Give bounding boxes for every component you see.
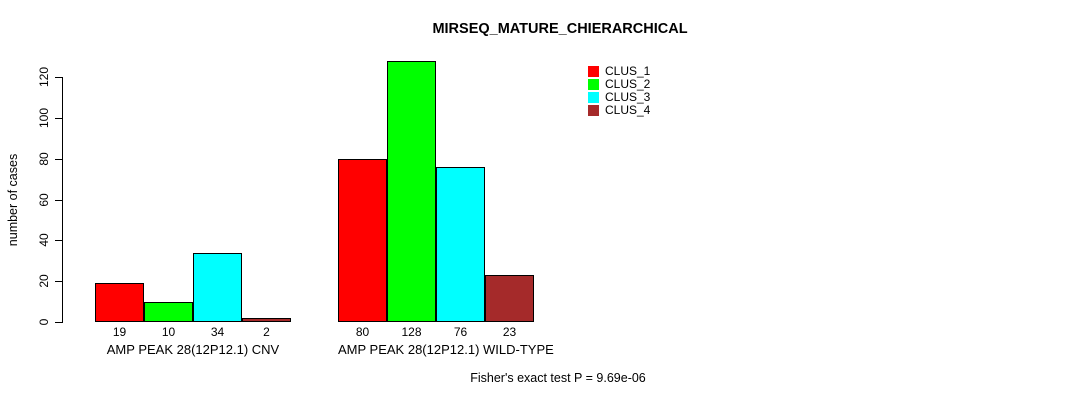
legend-swatch-icon	[588, 79, 599, 90]
group-label: AMP PEAK 28(12P12.1) CNV	[106, 342, 280, 357]
bar-value-label: 10	[161, 325, 176, 339]
y-axis-tick-label: 120	[37, 66, 51, 88]
legend-item-clus_3: CLUS_3	[588, 91, 650, 104]
legend-item-clus_1: CLUS_1	[588, 65, 650, 78]
legend-label: CLUS_2	[605, 77, 651, 91]
legend-swatch-icon	[588, 92, 599, 103]
y-axis-tick-label: 80	[37, 152, 51, 166]
bar-value-label: 34	[210, 325, 225, 339]
fisher-test-annotation: Fisher's exact test P = 9.69e-06	[470, 371, 646, 385]
y-axis-tick-label: 0	[37, 318, 51, 326]
bar-clus_1-group2	[338, 159, 387, 322]
legend-label: CLUS_3	[605, 90, 651, 104]
legend-item-clus_4: CLUS_4	[588, 104, 650, 117]
bar-value-label: 80	[355, 325, 370, 339]
bar-clus_2-group1	[144, 302, 193, 322]
bar-value-label: 19	[112, 325, 127, 339]
group-label: AMP PEAK 28(12P12.1) WILD-TYPE	[338, 342, 554, 357]
legend-swatch-icon	[588, 66, 599, 77]
bar-clus_3-group1	[193, 253, 242, 322]
y-axis-line	[62, 77, 63, 323]
y-axis-tick	[55, 281, 62, 282]
bar-value-label: 76	[453, 325, 468, 339]
bar-clus_4-group1	[242, 318, 291, 322]
legend-swatch-icon	[588, 105, 599, 116]
legend-item-clus_2: CLUS_2	[588, 78, 650, 91]
chart-title: MIRSEQ_MATURE_CHIERARCHICAL	[432, 21, 688, 37]
y-axis-tick-label: 20	[37, 274, 51, 288]
bar-clus_2-group2	[387, 61, 436, 322]
y-axis-tick	[55, 240, 62, 241]
bar-value-label: 23	[502, 325, 517, 339]
y-axis-title: number of cases	[6, 153, 20, 247]
y-axis-tick	[55, 77, 62, 78]
y-axis-tick-label: 100	[37, 107, 51, 129]
bar-clus_3-group2	[436, 167, 485, 322]
y-axis-tick	[55, 159, 62, 160]
y-axis-tick-label: 60	[37, 193, 51, 207]
bar-value-label: 2	[263, 325, 270, 339]
bar-value-label: 128	[401, 325, 422, 339]
bar-clus_4-group2	[485, 275, 534, 322]
legend-label: CLUS_4	[605, 103, 651, 117]
legend: CLUS_1 CLUS_2 CLUS_3 CLUS_4	[588, 65, 650, 117]
bar-clus_1-group1	[95, 283, 144, 322]
y-axis-tick	[55, 200, 62, 201]
y-axis-tick	[55, 118, 62, 119]
legend-label: CLUS_1	[605, 64, 651, 78]
y-axis-tick-label: 40	[37, 233, 51, 247]
y-axis-tick	[55, 322, 62, 323]
